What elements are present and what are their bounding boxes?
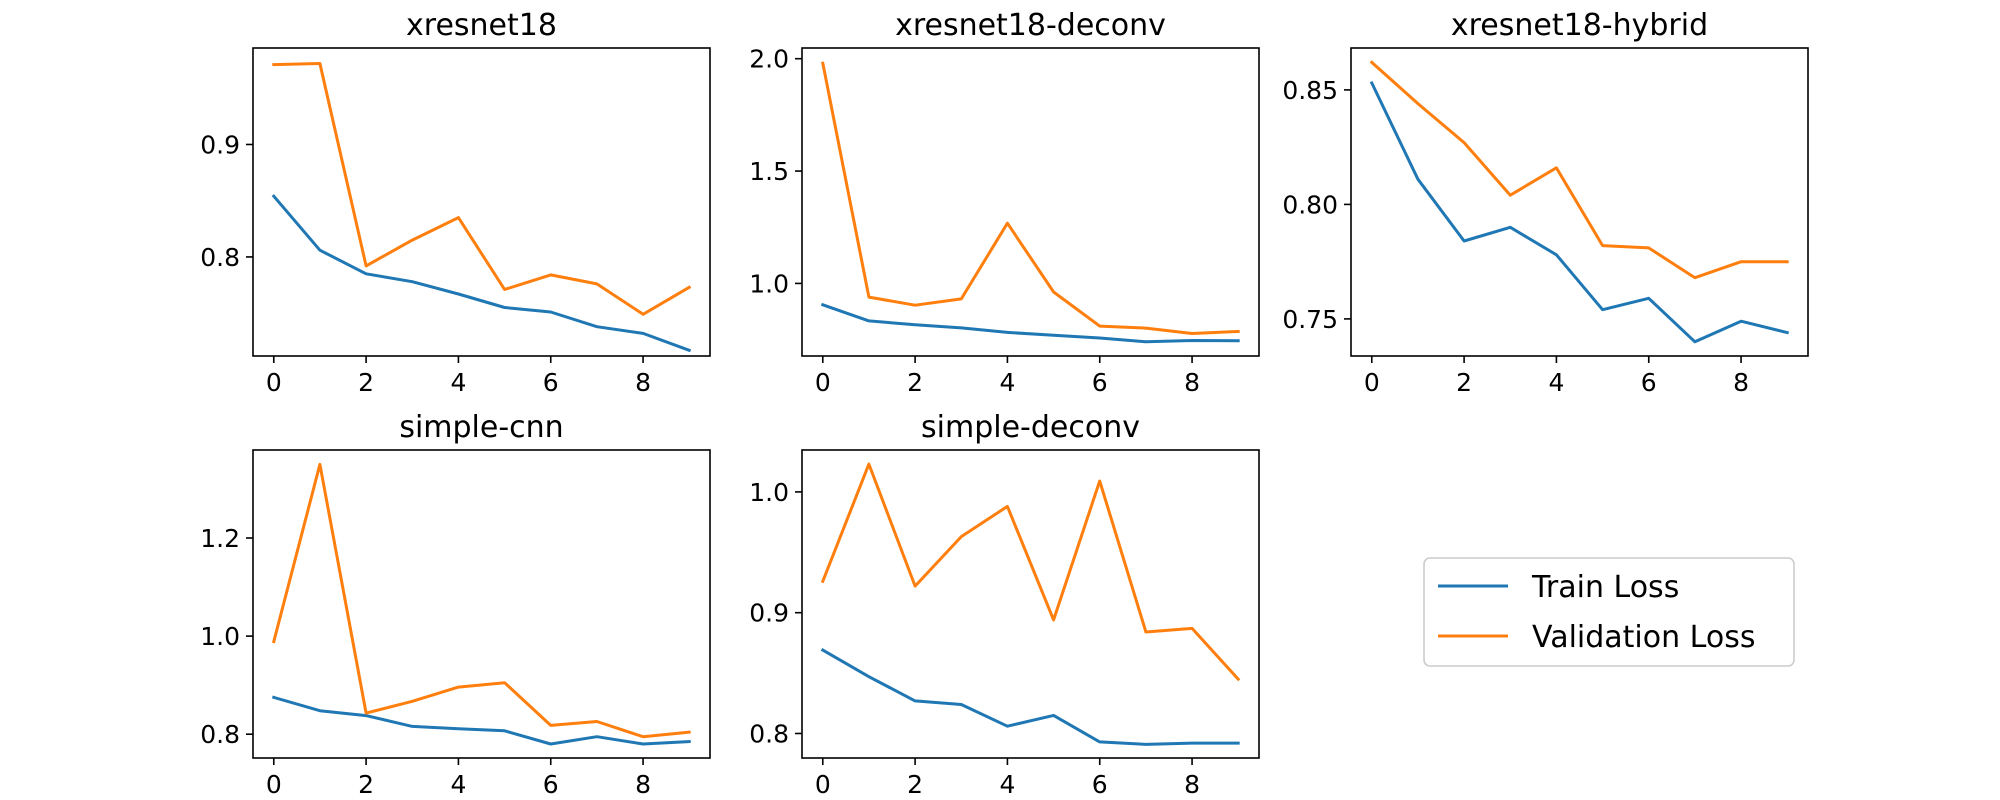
y-tick-label: 0.8 <box>200 243 240 272</box>
legend-frame <box>1423 557 1795 667</box>
legend-entry-validation-loss: Validation Loss <box>1438 620 1755 655</box>
x-tick-label: 0 <box>1364 368 1380 397</box>
series-line-train-loss <box>820 302 1240 344</box>
y-tick-label: 0.8 <box>749 719 789 748</box>
y-tick-label: 0.75 <box>1282 305 1338 334</box>
series-line-validation-loss <box>1369 60 1789 280</box>
x-tick-label: 8 <box>635 770 651 799</box>
subplot-grid: xresnet18 0 2 4 6 8 0.8 0.9 xresnet18-deconv 0 2 4 6… <box>200 8 1809 799</box>
x-tick-label: 4 <box>1548 368 1564 397</box>
x-tick-label: 0 <box>815 770 831 799</box>
x-tick-label: 8 <box>1184 770 1200 799</box>
subplot-simple-cnn: simple-cnn 0 2 4 6 8 0.8 1.0 1.2 <box>200 410 711 799</box>
x-tick-label: 0 <box>266 770 282 799</box>
legend-label: Validation Loss <box>1532 620 1755 655</box>
x-tick-label: 2 <box>358 770 374 799</box>
series-line-validation-loss <box>820 462 1241 682</box>
y-tick-label: 1.0 <box>749 478 789 507</box>
series-line-train-loss <box>820 648 1240 746</box>
subplot-xresnet18-hybrid: xresnet18-hybrid 0 2 4 6 8 0.75 0.80 0.85 <box>1282 8 1809 397</box>
subplot-title: xresnet18 <box>406 8 557 43</box>
y-tick-label: 0.80 <box>1282 190 1338 219</box>
subplot-title: xresnet18-deconv <box>895 8 1166 43</box>
series-line-train-loss <box>1369 80 1790 344</box>
x-tick-label: 8 <box>1184 368 1200 397</box>
y-tick-label: 1.0 <box>749 269 789 298</box>
x-tick-label: 6 <box>1641 368 1657 397</box>
series-line-validation-loss <box>272 62 692 316</box>
x-tick-label: 8 <box>1733 368 1749 397</box>
axes-frame <box>801 47 1260 357</box>
y-tick-label: 0.85 <box>1282 76 1338 105</box>
axes-frame <box>252 47 711 357</box>
y-tick-label: 0.9 <box>200 130 240 159</box>
x-tick-label: 6 <box>1092 770 1108 799</box>
subplot-title: simple-deconv <box>921 410 1140 445</box>
x-tick-label: 2 <box>907 770 923 799</box>
y-tick-label: 1.5 <box>749 157 789 186</box>
y-tick-label: 2.0 <box>749 45 789 74</box>
x-tick-label: 4 <box>450 770 466 799</box>
x-tick-label: 2 <box>907 368 923 397</box>
x-tick-label: 6 <box>543 770 559 799</box>
x-tick-label: 6 <box>543 368 559 397</box>
x-tick-label: 2 <box>1456 368 1472 397</box>
subplot-title: xresnet18-hybrid <box>1451 8 1708 43</box>
series-line-validation-loss <box>821 61 1240 335</box>
axes-frame <box>801 449 1260 759</box>
series-line-train-loss <box>271 194 692 353</box>
series-line-validation-loss <box>271 462 691 739</box>
series-line-train-loss <box>271 695 691 746</box>
x-tick-label: 4 <box>450 368 466 397</box>
subplot-simple-deconv: simple-deconv 0 2 4 6 8 0.8 0.9 1.0 <box>749 410 1260 799</box>
axes-frame <box>1350 47 1809 357</box>
y-tick-label: 1.2 <box>200 524 240 553</box>
legend-label: Train Loss <box>1531 570 1679 605</box>
y-tick-label: 0.9 <box>749 599 789 628</box>
x-tick-label: 6 <box>1092 368 1108 397</box>
legend: Train Loss Validation Loss <box>1423 557 1795 667</box>
x-tick-label: 2 <box>358 368 374 397</box>
y-tick-label: 1.0 <box>200 622 240 651</box>
y-tick-label: 0.8 <box>200 720 240 749</box>
x-tick-label: 4 <box>999 368 1015 397</box>
legend-entry-train-loss: Train Loss <box>1438 570 1679 605</box>
x-tick-label: 0 <box>815 368 831 397</box>
subplot-xresnet18: xresnet18 0 2 4 6 8 0.8 0.9 <box>200 8 711 397</box>
x-tick-label: 4 <box>999 770 1015 799</box>
subplot-xresnet18-deconv: xresnet18-deconv 0 2 4 6 8 1.0 1.5 2.0 <box>749 8 1260 397</box>
subplot-title: simple-cnn <box>399 410 563 445</box>
x-tick-label: 8 <box>635 368 651 397</box>
x-tick-label: 0 <box>266 368 282 397</box>
axes-frame <box>252 449 711 759</box>
